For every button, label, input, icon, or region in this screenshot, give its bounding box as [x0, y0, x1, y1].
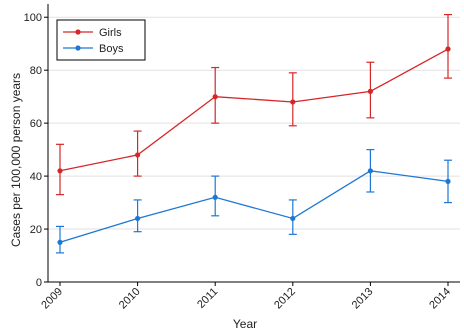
data-point-girls	[367, 88, 373, 94]
data-point-girls	[290, 99, 296, 105]
data-point-boys	[57, 239, 63, 245]
legend-marker-girls	[75, 29, 81, 35]
y-tick-label: 0	[36, 277, 42, 289]
x-axis-title: Year	[233, 317, 257, 329]
data-point-girls	[445, 46, 451, 52]
y-tick-label: 80	[30, 65, 42, 77]
y-tick-label: 20	[30, 224, 42, 236]
series-boys	[56, 149, 452, 254]
data-point-girls	[57, 168, 63, 174]
data-point-boys	[290, 215, 296, 222]
data-point-girls	[212, 94, 218, 100]
y-axis-ticks: 0 20 40 60 80 100	[24, 12, 48, 289]
axes	[47, 4, 460, 283]
y-tick-label: 60	[30, 118, 42, 130]
legend: Girls Boys	[56, 19, 146, 61]
y-axis-title: Cases per 100,000 person years	[9, 73, 23, 247]
data-point-girls	[135, 152, 141, 158]
data-point-boys	[367, 168, 373, 174]
data-point-boys	[135, 215, 141, 222]
legend-label-boys: Boys	[99, 43, 124, 55]
series-girls	[56, 13, 452, 196]
series-layer	[56, 13, 452, 254]
data-point-boys	[445, 178, 451, 184]
y-tick-label: 100	[24, 12, 42, 24]
series-line-boys	[59, 170, 449, 243]
legend-label-girls: Girls	[99, 27, 122, 39]
series-line-girls	[59, 48, 449, 172]
y-tick-label: 40	[30, 171, 42, 183]
legend-marker-boys	[75, 45, 81, 51]
data-point-boys	[212, 194, 218, 200]
legend-box	[56, 19, 146, 61]
